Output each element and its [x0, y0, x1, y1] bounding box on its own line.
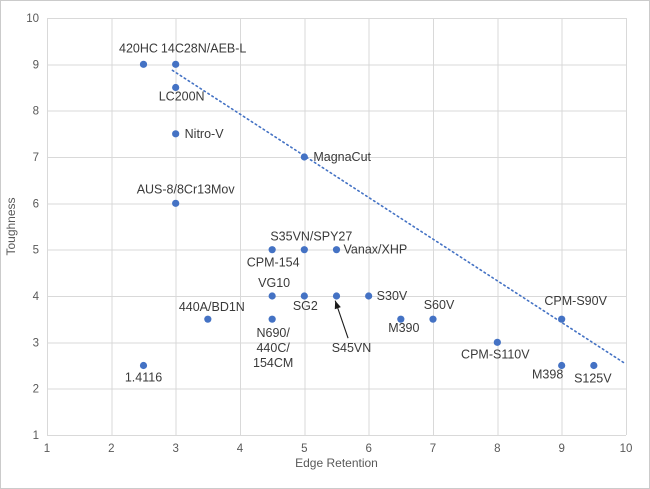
- x-tick-label: 9: [558, 443, 564, 455]
- data-point-m398: [558, 361, 566, 370]
- data-point-440a-bd1n: [204, 315, 212, 323]
- data-point-label: S125V: [574, 372, 612, 386]
- data-point-label: M390: [388, 321, 419, 335]
- y-tick-label: 2: [33, 384, 39, 396]
- data-point-label-line: N690/: [256, 326, 290, 340]
- data-point-label: SG2: [293, 299, 318, 313]
- data-point-label: CPM-S110V: [461, 347, 530, 361]
- data-point-label: Vanax/XHP: [344, 243, 408, 257]
- x-tick-label: 5: [301, 443, 307, 455]
- data-point-cpm-s110v: [493, 338, 501, 346]
- data-point-label: VG10: [258, 276, 290, 290]
- x-tick-label: 10: [620, 443, 633, 455]
- data-point-label: AUS-8/8Cr13Mov: [137, 182, 236, 196]
- data-point-labels: 420HC 14C28N/AEB-L LC200N Nitro-V AUS-8/8Cr1…: [119, 41, 612, 385]
- data-point-s45vn: [332, 292, 341, 300]
- data-point-n690-440c-154cm: [268, 315, 276, 323]
- data-point-label: M398: [532, 368, 563, 382]
- x-axis-title: Edge Retention: [295, 456, 378, 470]
- data-point-420hc: [139, 60, 148, 68]
- data-point-label: CPM-154: [247, 256, 300, 270]
- data-point-aus-8-8cr13mov: [172, 199, 180, 207]
- data-point-label-line: 440C/: [256, 341, 290, 355]
- data-point-1-4116: [139, 361, 148, 370]
- y-tick-label: 1: [33, 430, 39, 442]
- x-tick-label: 2: [108, 443, 114, 455]
- y-tick-label: 7: [33, 152, 39, 164]
- data-point-label: MagnaCut: [313, 150, 371, 164]
- data-point-lc200n: [172, 83, 180, 92]
- y-tick-label: 6: [33, 198, 39, 210]
- data-point-magnacut: [300, 153, 308, 161]
- data-point-label: S35VN/SPY27: [270, 230, 352, 244]
- y-axis-title: Toughness: [4, 197, 18, 255]
- y-tick-label: 9: [33, 59, 39, 71]
- data-point-label: CPM-S90V: [544, 294, 607, 308]
- data-point-label: 420HC: [119, 41, 158, 55]
- x-tick-label: 3: [172, 443, 178, 455]
- data-point-s60v: [429, 315, 437, 323]
- data-point-s35vn-spy27: [300, 246, 308, 254]
- data-point-label-line: 154CM: [253, 356, 293, 370]
- data-point-label: 1.4116: [125, 371, 162, 385]
- y-tick-label: 5: [33, 245, 39, 257]
- data-point-cpm-154: [268, 246, 276, 254]
- data-points: [139, 60, 598, 370]
- y-tick-label: 3: [33, 337, 39, 349]
- data-point-cpm-s90v: [558, 315, 566, 323]
- data-point-label: S45VN: [332, 341, 372, 355]
- data-point-nitro-v: [172, 130, 180, 138]
- x-tick-label: 1: [44, 443, 50, 455]
- data-point-label: 14C28N/AEB-L: [161, 41, 247, 55]
- data-point-14c28n-aeb-l: [172, 60, 180, 68]
- data-point-vg10: [268, 292, 276, 300]
- data-point-vanax-xhp: [332, 246, 341, 254]
- x-tick-label: 8: [494, 443, 500, 455]
- data-point-label: S30V: [377, 289, 408, 303]
- data-point-s125v: [590, 361, 598, 370]
- data-point-label: Nitro-V: [185, 127, 225, 141]
- data-point-label: 440A/BD1N: [179, 300, 245, 314]
- x-tick-label: 4: [237, 443, 244, 455]
- annotation-arrowhead: [334, 300, 341, 310]
- data-point-label: LC200N: [159, 90, 205, 104]
- data-point-s30v: [365, 292, 373, 300]
- trendline: [171, 69, 627, 365]
- data-point-sg2: [300, 292, 308, 300]
- y-tick-label: 8: [33, 106, 39, 118]
- y-tick-label: 4: [33, 291, 40, 303]
- y-tick-label: 10: [26, 13, 39, 25]
- x-tick-label: 6: [365, 443, 371, 455]
- x-tick-label: 7: [430, 443, 436, 455]
- data-point-m390: [397, 315, 405, 323]
- data-point-label: S60V: [424, 298, 455, 312]
